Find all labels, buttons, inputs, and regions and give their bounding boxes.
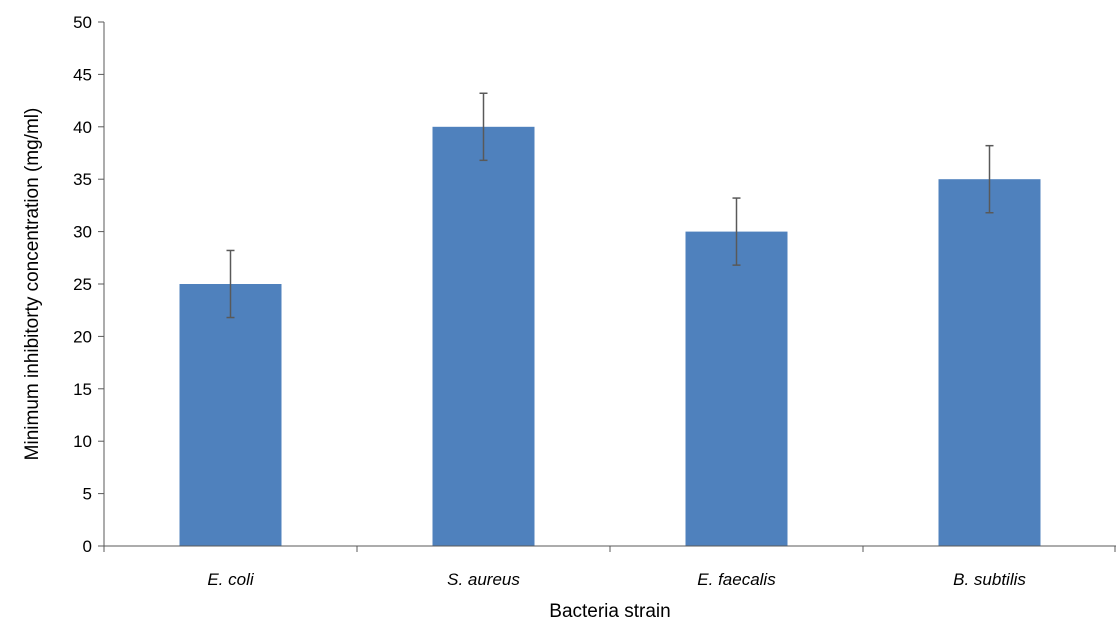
x-axis-title: Bacteria strain (549, 601, 670, 622)
y-tick-label: 45 (73, 65, 92, 84)
y-tick-label: 5 (83, 485, 92, 504)
x-axis-category-labels: E. coli S. aureus E. faecalis B. subtilis (207, 570, 1026, 589)
bar (685, 231, 788, 546)
bars (179, 126, 1041, 547)
bar (938, 179, 1041, 546)
y-tick-label: 50 (73, 13, 92, 32)
bar (179, 284, 282, 546)
x-tick-label: S. aureus (447, 570, 520, 589)
error-bar (732, 197, 741, 266)
y-axis-ticks: 0 5 10 15 20 25 30 35 40 45 50 (73, 13, 104, 556)
y-tick-label: 35 (73, 170, 92, 189)
y-axis-title: Minimum inhibitorty concentration (mg/ml… (22, 108, 43, 461)
y-tick-label: 40 (73, 118, 92, 137)
error-bar (226, 249, 235, 319)
y-tick-label: 15 (73, 380, 92, 399)
bar (432, 126, 535, 547)
x-tick-label: E. coli (207, 570, 255, 589)
x-tick-label: B. subtilis (953, 570, 1026, 589)
y-tick-label: 25 (73, 275, 92, 294)
y-tick-label: 20 (73, 327, 92, 346)
y-tick-label: 30 (73, 223, 92, 242)
error-bar (985, 144, 994, 214)
x-tick-label: E. faecalis (697, 570, 776, 589)
error-bars (226, 92, 994, 319)
error-bar (479, 92, 488, 162)
y-tick-label: 0 (83, 537, 92, 556)
x-axis-ticks (103, 546, 1116, 552)
y-tick-label: 10 (73, 432, 92, 451)
